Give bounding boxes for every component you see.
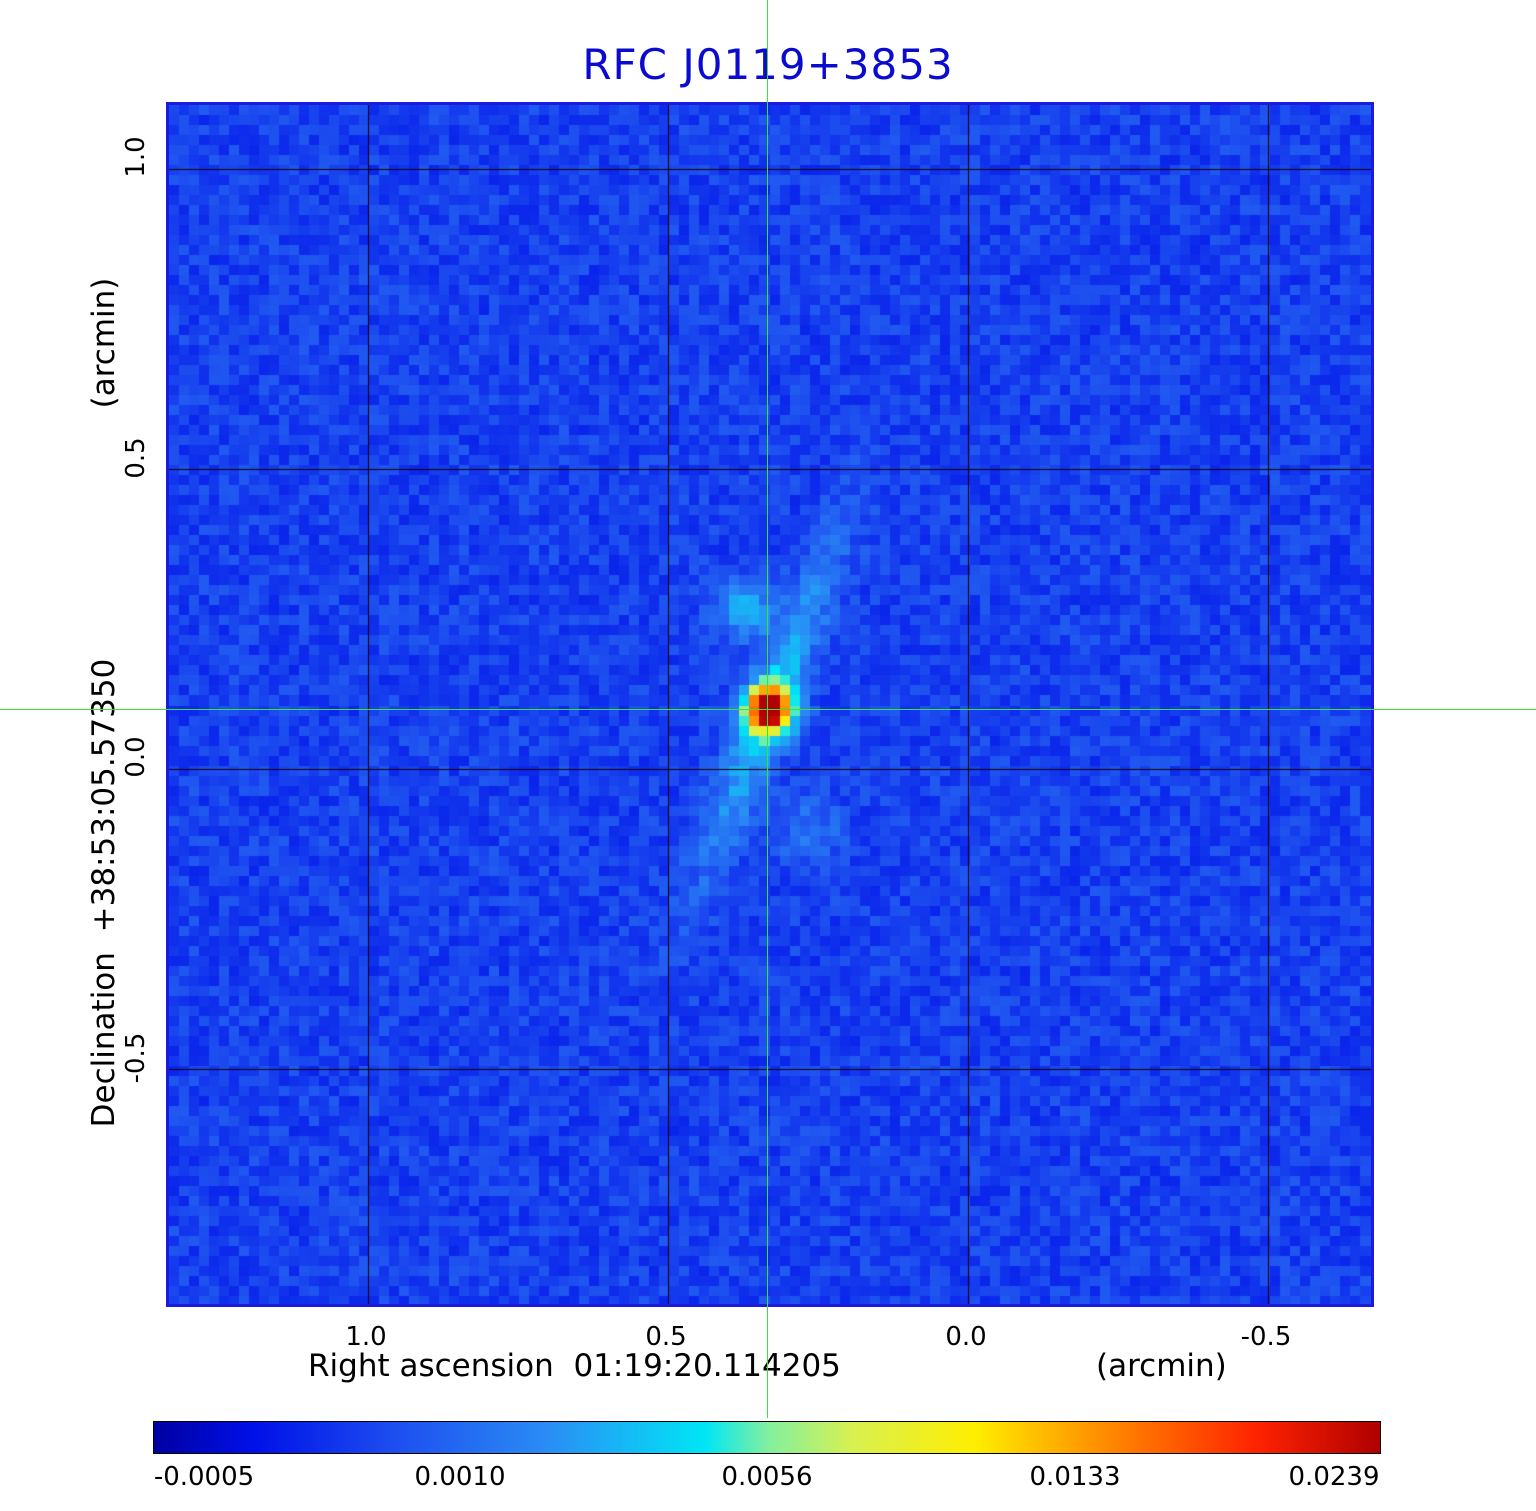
y-tick-label: 0.5 [121,437,151,479]
sky-image-panel [166,102,1374,1307]
x-axis-unit: (arcmin) [1096,1348,1227,1384]
crosshair-horizontal [0,709,1536,710]
colorbar [153,1421,1381,1454]
y-tick-label: 0.0 [121,736,151,778]
colorbar-label: 0.0239 [1288,1462,1380,1492]
x-tick-label: -0.5 [1240,1322,1292,1352]
y-axis-unit: (arcmin) [86,277,122,409]
x-tick-label: 0.0 [945,1322,987,1352]
colorbar-label: 0.0133 [1029,1462,1121,1492]
x-axis-label: Right ascension 01:19:20.114205 [308,1348,841,1384]
x-tick-label: 0.5 [645,1322,687,1352]
y-tick-label: -0.5 [121,1032,151,1084]
y-axis-label: Declination +38:53:05.57350 [86,658,122,1128]
y-tick-label: 1.0 [121,136,151,178]
colorbar-label: 0.0010 [414,1462,506,1492]
x-tick-label: 1.0 [345,1322,387,1352]
radio-image-canvas [169,105,1371,1304]
colorbar-label: -0.0005 [153,1462,255,1492]
plot-title: RFC J0119+3853 [582,40,954,89]
colorbar-label: 0.0056 [721,1462,813,1492]
